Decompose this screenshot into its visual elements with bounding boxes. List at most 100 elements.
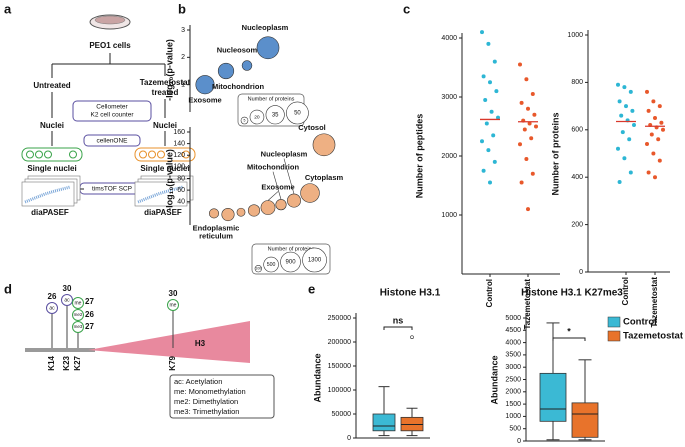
point: [659, 120, 664, 125]
point: [494, 89, 499, 94]
sorter: cellenONE: [96, 138, 128, 145]
y-tick-label: 600: [571, 127, 583, 134]
point: [651, 99, 656, 104]
bubble-label: Exosome: [261, 183, 294, 192]
size-legend-label: 5: [244, 118, 246, 122]
point: [484, 121, 489, 126]
tail: [25, 348, 95, 352]
size-legend-circle: [249, 109, 265, 125]
point: [645, 89, 649, 94]
legend-swatch: [607, 330, 621, 342]
point: [616, 146, 620, 151]
legend-entry: Tazemetostat: [623, 331, 684, 342]
y-tick-label: 1500: [505, 401, 521, 408]
y-axis-label: Abundance: [312, 353, 322, 402]
point: [522, 127, 527, 132]
point: [534, 124, 538, 129]
point: [526, 207, 530, 212]
point: [622, 85, 627, 90]
bubble: [275, 199, 287, 211]
count: 26: [85, 310, 94, 319]
count: 26: [48, 292, 57, 301]
bubble: [236, 207, 246, 217]
site-mark: [72, 297, 84, 309]
y-tick-label: 80: [177, 175, 185, 182]
y-tick-label: 500: [509, 426, 521, 433]
y-tick-label: 4500: [505, 327, 521, 334]
box: [571, 402, 599, 438]
point: [646, 108, 651, 113]
y-tick-label: 2000: [441, 153, 457, 160]
y-tick-label: 150000: [328, 363, 351, 370]
leader-line: [267, 191, 279, 201]
point: [661, 127, 665, 132]
point: [622, 156, 627, 161]
spectra: [21, 175, 194, 207]
bubble-label: Nucleoplasm: [242, 23, 289, 32]
y-tick-label: 1000: [567, 32, 583, 39]
point: [620, 130, 625, 135]
bubble: [312, 133, 336, 157]
point: [657, 104, 662, 109]
y-tick-label: 3000: [441, 94, 457, 101]
mod: me3: [74, 324, 83, 329]
legend-entry: Control: [623, 317, 657, 328]
significance-bracket: [552, 337, 586, 341]
y-axis-label: Abundance: [489, 355, 499, 404]
chart-title: Histone H3.1 K27me3: [521, 288, 623, 299]
size-legend-label: 1300: [308, 258, 322, 264]
size-legend-circle: [254, 265, 262, 273]
point: [651, 151, 656, 156]
point: [491, 133, 496, 138]
bubble: [221, 208, 235, 222]
y-tick-label: 3500: [505, 352, 521, 359]
point: [653, 175, 657, 180]
residue: K79: [168, 355, 177, 370]
size-legend-label: 500: [267, 262, 276, 268]
bubble-label: Exosome: [188, 96, 221, 105]
single-nuclei: Single nuclei: [140, 164, 189, 173]
connector: [51, 53, 166, 78]
bubble-label: Endoplasmic: [193, 224, 240, 233]
legend-entry: me: Monomethylation: [174, 387, 246, 396]
point: [627, 137, 632, 142]
point: [617, 99, 622, 104]
point: [524, 156, 529, 161]
point: [632, 123, 636, 128]
box: [539, 372, 567, 422]
point: [480, 30, 484, 35]
size-legend-label: 50: [294, 111, 301, 117]
bubble: [241, 60, 253, 71]
treatment: treated: [152, 88, 179, 97]
bubble: [247, 204, 261, 217]
panel-label: b: [178, 1, 186, 16]
size-legend-circle: [302, 247, 327, 273]
point: [532, 112, 537, 117]
count: 30: [169, 289, 178, 298]
y-tick-label: 0: [347, 435, 351, 442]
y-tick-label: 100: [173, 164, 185, 171]
arrow: [51, 92, 166, 118]
y-tick-label: 140: [173, 140, 185, 147]
y-axis-label: -log₁₀(p-value): [164, 39, 174, 101]
panel-label: d: [4, 281, 12, 296]
point: [489, 109, 494, 114]
point: [527, 121, 532, 126]
counter-box: [72, 100, 152, 122]
y-tick-label: 200000: [328, 339, 351, 346]
size-legend-title: Number of proteins: [248, 96, 295, 102]
bubble-label: Cytoplasm: [305, 173, 344, 182]
point: [518, 142, 522, 147]
site-mark: [46, 302, 58, 314]
point: [492, 159, 497, 164]
point: [486, 148, 491, 153]
size-legend-circle: [265, 105, 285, 125]
mod: ac: [49, 305, 55, 311]
y-tick-label: 2000: [505, 389, 521, 396]
point: [483, 97, 488, 102]
y-tick-label: 4000: [505, 339, 521, 346]
point: [630, 108, 635, 113]
size-legend-label: 100: [255, 267, 261, 271]
bubble-label: Nucleoplasm: [261, 150, 308, 159]
